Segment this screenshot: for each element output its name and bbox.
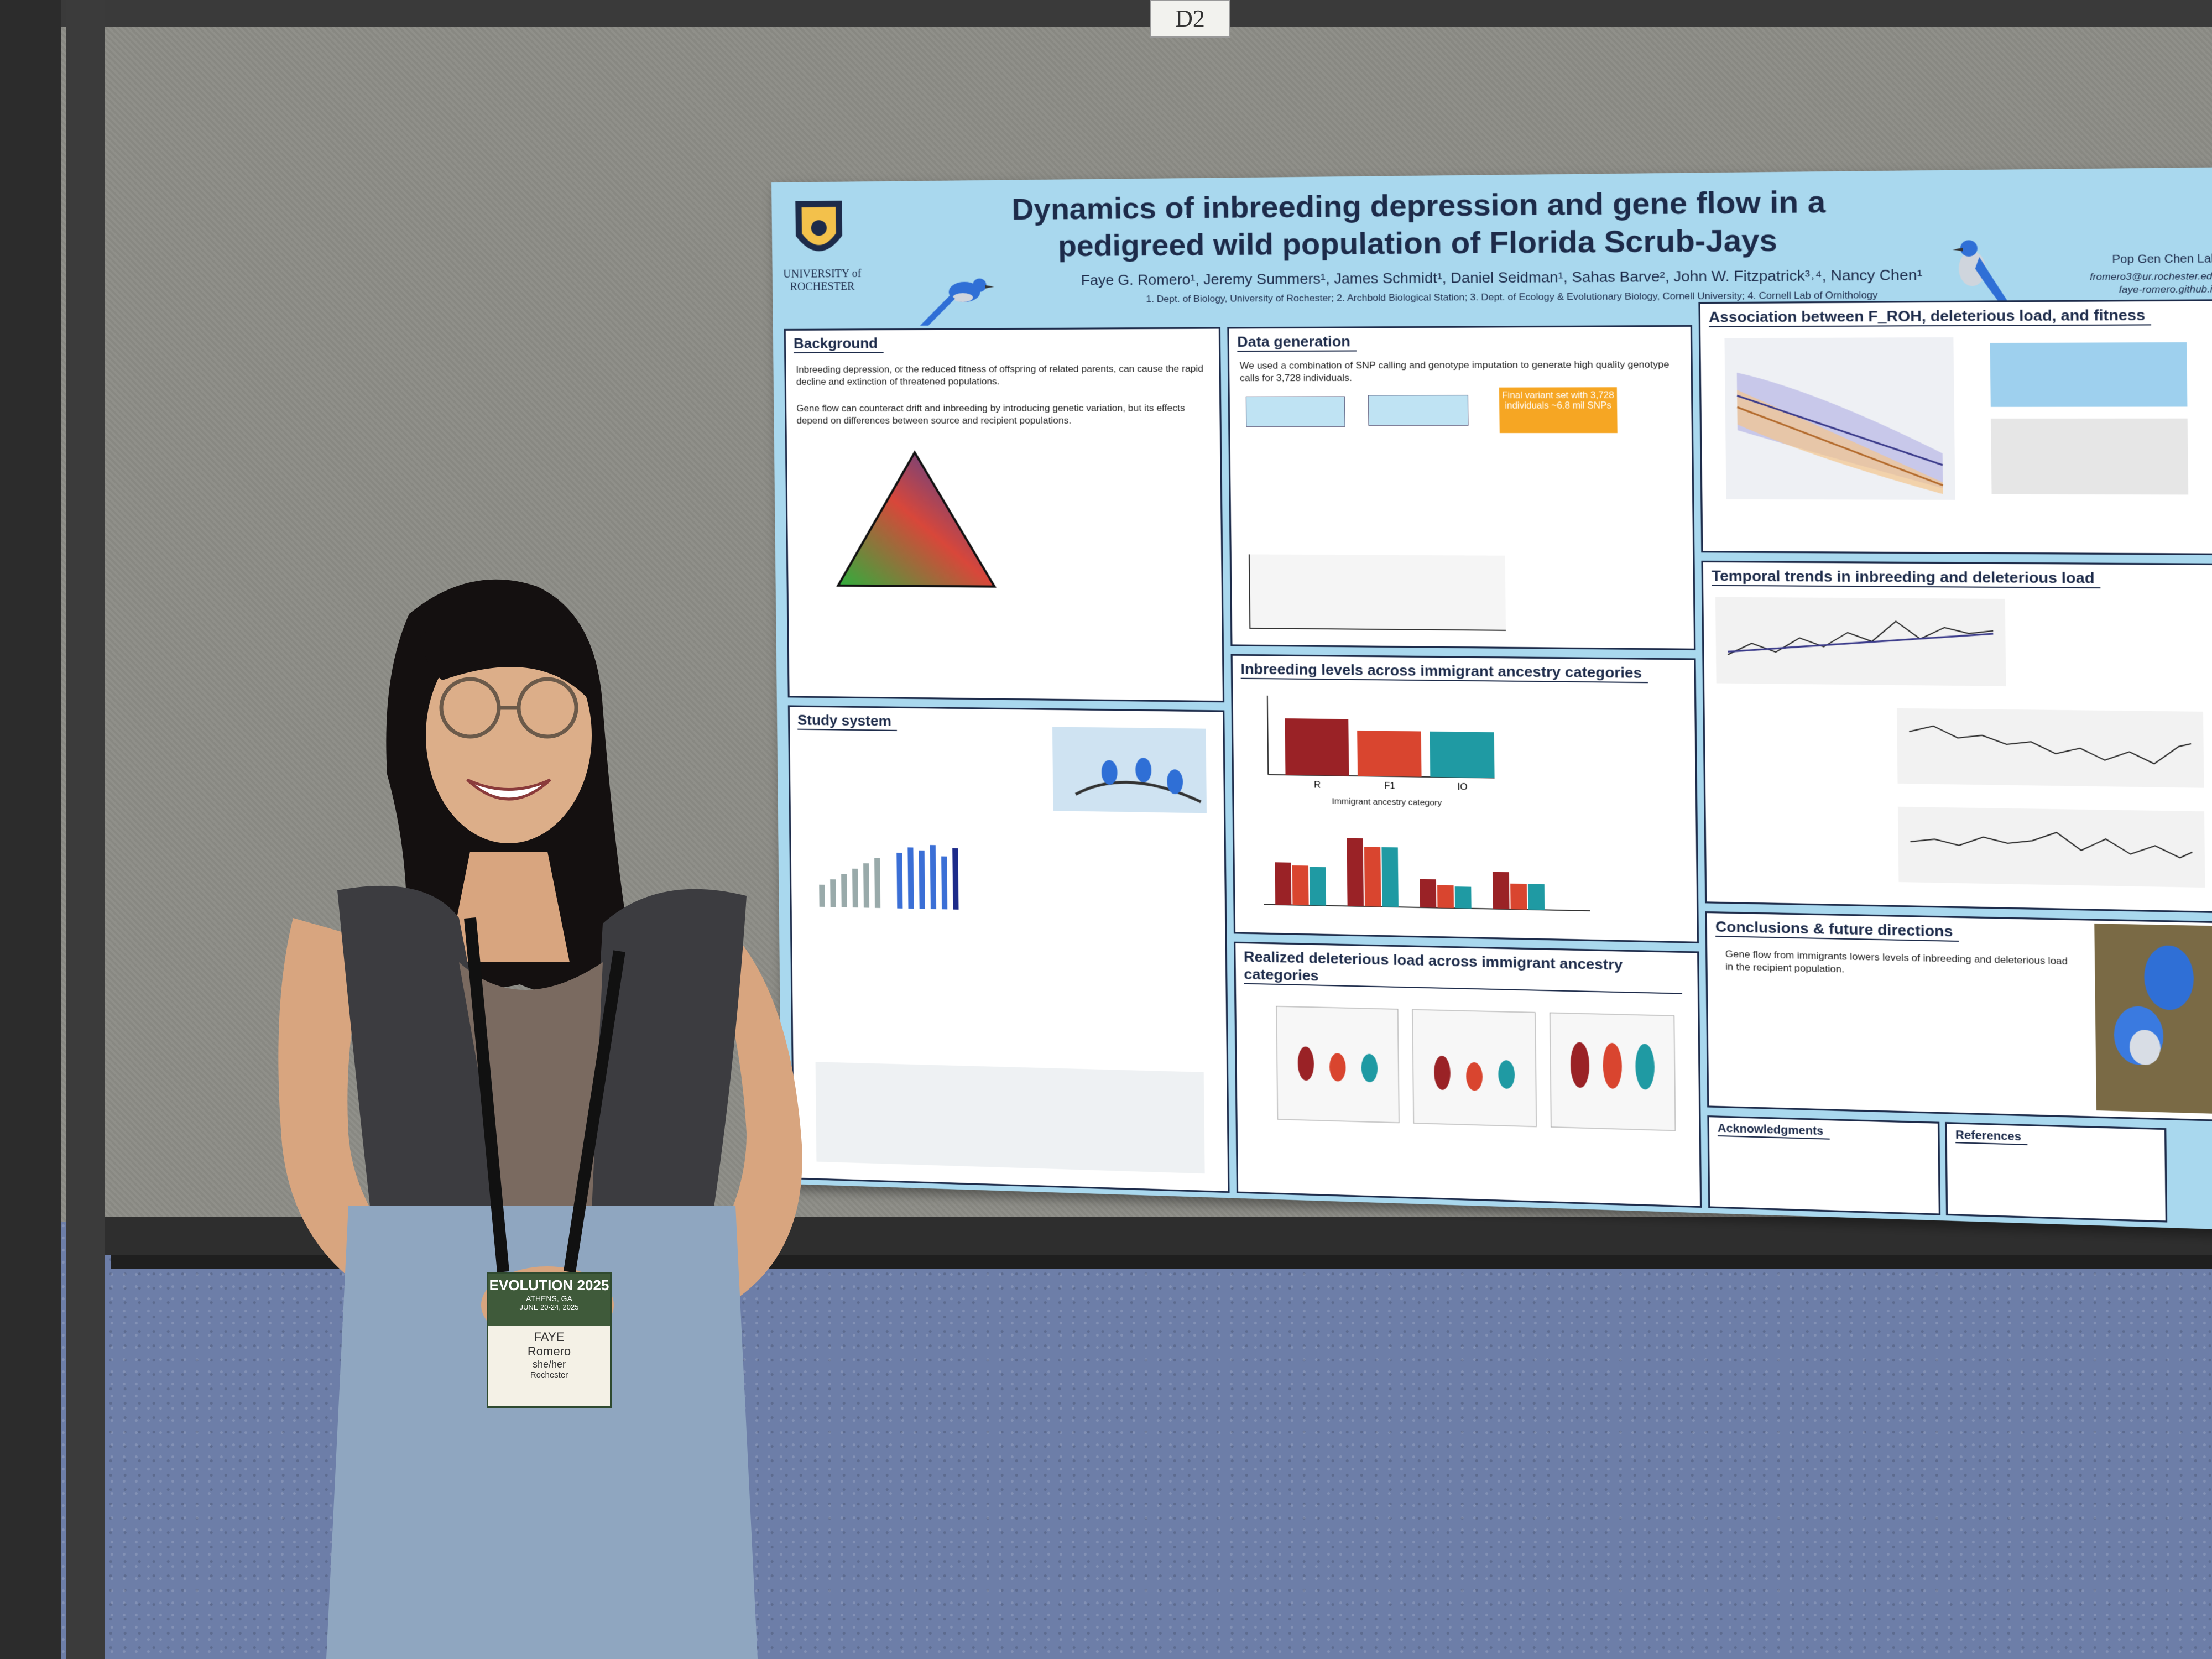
realized-load-heading: Realized deleterious load across immigra… [1244,948,1682,994]
inbreeding-levels-panel: Inbreeding levels across immigrant ances… [1231,654,1699,943]
bar-axis-label: Immigrant ancestry category [1332,795,1442,810]
froh-trend-plot [1715,597,2006,686]
het-load-trend-plot [1897,708,2204,788]
badge-last-name: Romero [488,1344,610,1359]
badge-org: Rochester [488,1370,610,1380]
scrub-jay-left-icon [917,269,1001,331]
research-poster: UNIVERSITY of ROCHESTER Dynamics of inbr… [771,167,2212,1230]
contact-website: faye-romero.github.io [2027,283,2212,297]
data-generation-text: We used a combination of SNP calling and… [1240,358,1678,384]
bar-label-R: R [1314,780,1321,790]
university-seal-icon [780,192,858,270]
glmm-result-box [1991,419,2188,495]
acknowledgments-heading: Acknowledgments [1718,1122,1830,1140]
lab-name: Pop Gen Chen Lab [2082,252,2212,267]
gene-flow-text: Gene flow can counteract drift and inbre… [796,402,1207,427]
contact-email: fromero3@ur.rochester.edu [2027,270,2212,284]
data-generation-heading: Data generation [1237,333,1357,352]
badge-event: EVOLUTION 2025 [488,1277,610,1294]
bar-R [1285,718,1349,776]
badge-location: ATHENS, GA [488,1294,610,1303]
badge-dates: JUNE 20-24, 2025 [488,1303,610,1311]
poster-authors: Faye G. Romero¹, Jeremy Summers¹, James … [1006,265,2003,289]
badge-first-name: FAYE [488,1326,610,1344]
bar-IO [1430,732,1494,778]
survival-probability-plot [1724,337,1955,500]
poster-title: Dynamics of inbreeding depression and ge… [983,182,1857,265]
badge-header: EVOLUTION 2025 ATHENS, GA JUNE 20-24, 20… [488,1274,610,1326]
background-heading: Background [794,335,884,353]
background-panel: Background Inbreeding depression, or the… [784,327,1224,703]
conclusions-text: Gene flow from immigrants lowers levels … [1725,948,2077,981]
acknowledgments-panel: Acknowledgments [1707,1115,1940,1215]
survival-ridgeline-plots [816,1062,1205,1173]
contact-info: fromero3@ur.rochester.edu faye-romero.gi… [2027,270,2212,297]
booth-frame-left-inner [66,0,105,1659]
conclusions-panel: Conclusions & future directions Gene flo… [1705,911,2212,1121]
university-name: UNIVERSITY of ROCHESTER [778,268,867,294]
temporal-trends-panel: Temporal trends in inbreeding and delete… [1701,561,2212,914]
imputation-accuracy-plot [1249,554,1506,630]
fitness-triangle-diagram [831,447,1000,592]
bar-label-IO: IO [1458,782,1468,792]
scrub-jays-photo [1052,727,1207,813]
association-panel: Association between F_ROH, deleterious l… [1698,299,2212,555]
references-heading: References [1955,1129,2027,1145]
glmm-formula-box [1990,342,2188,407]
wall-top-frame [0,0,2212,27]
realized-load-panel: Realized deleterious load across immigra… [1234,942,1702,1208]
temporal-trends-heading: Temporal trends in inbreeding and delete… [1712,567,2101,588]
bar-F1 [1357,731,1421,777]
hom-load-trend-plot [1898,807,2205,888]
low-coverage-box [1368,395,1469,426]
conclusions-heading: Conclusions & future directions [1715,918,1959,942]
high-coverage-box [1246,397,1345,427]
data-generation-panel: Data generation We used a combination of… [1227,325,1695,650]
booth-frame-left [0,0,61,1659]
study-system-panel: Study system [788,705,1230,1193]
scrub-jays-pair-photo [2094,924,2212,1114]
violin-plots [1271,1000,1682,1136]
bar-label-F1: F1 [1384,781,1395,791]
badge-pronouns: she/her [488,1359,610,1370]
presenter-person [260,564,841,1659]
conference-badge: EVOLUTION 2025 ATHENS, GA JUNE 20-24, 20… [487,1272,612,1408]
references-panel: References [1945,1122,2167,1223]
roh-length-bar-chart [1246,820,1597,922]
froh-bar-chart: R F1 IO [1244,690,1500,795]
association-heading: Association between F_ROH, deleterious l… [1709,306,2152,327]
background-text: Inbreeding depression, or the reduced fi… [796,363,1207,388]
final-variant-set-box: Final variant set with 3,728 individuals… [1499,387,1618,433]
booth-tag: D2 [1150,0,1230,38]
inbreeding-levels-heading: Inbreeding levels across immigrant ances… [1240,660,1647,683]
